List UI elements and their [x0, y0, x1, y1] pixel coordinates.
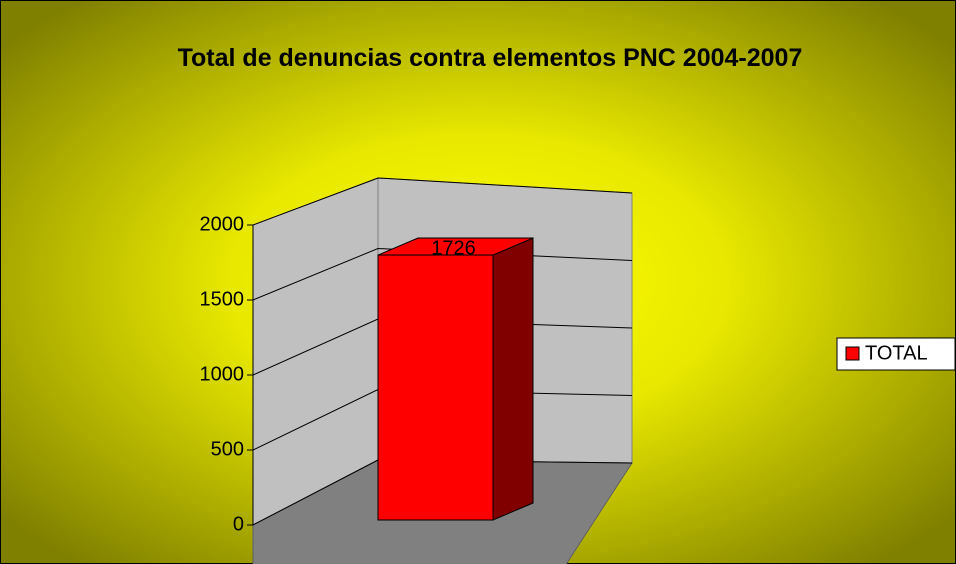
legend-label: TOTAL	[865, 342, 928, 364]
y-tick-label: 2000	[200, 213, 245, 235]
y-tick-label: 500	[211, 438, 244, 460]
grid-line	[252, 247, 633, 301]
chart-title: Total de denuncias contra elementos PNC …	[177, 44, 803, 72]
y-tick-label: 0	[233, 513, 244, 535]
bar	[377, 254, 494, 521]
data-label: 1726	[431, 237, 476, 259]
legend-swatch	[845, 346, 860, 361]
y-tick-label: 1500	[200, 288, 245, 310]
y-tick-label: 1000	[200, 363, 245, 385]
grid-line	[252, 177, 633, 226]
bar-side	[492, 237, 534, 521]
